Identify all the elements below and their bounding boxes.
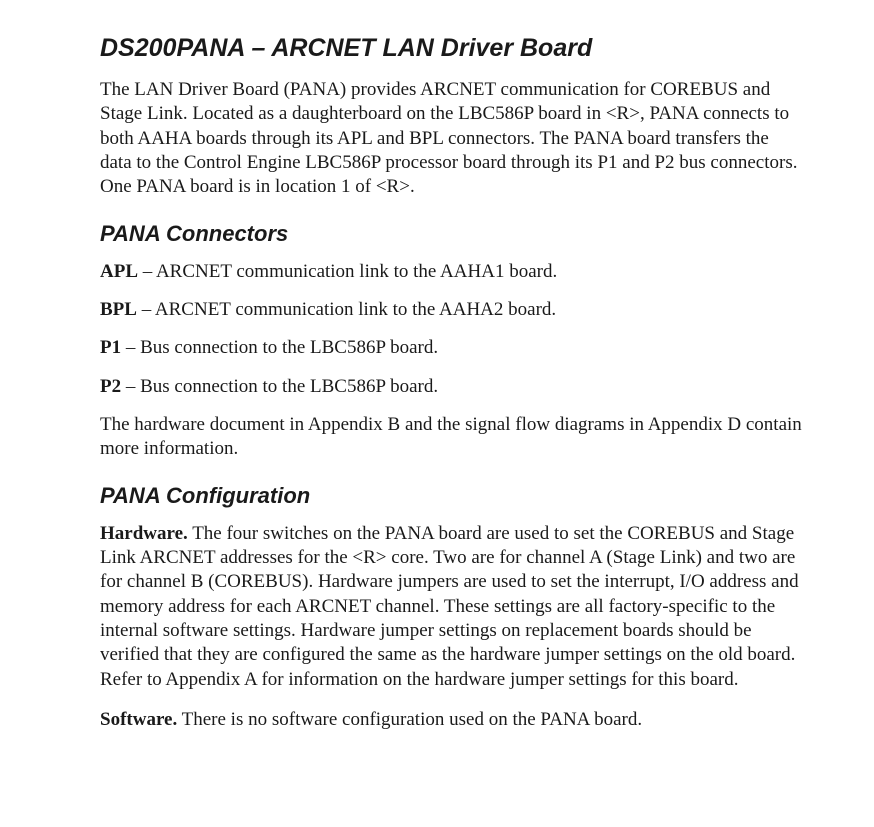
connector-label: BPL	[100, 299, 137, 320]
software-body: There is no software configuration used …	[177, 709, 642, 730]
software-paragraph: Software. There is no software configura…	[100, 708, 804, 732]
connector-desc: ARCNET communication link to the AAHA1 b…	[156, 261, 557, 282]
connector-bpl: BPL – ARCNET communication link to the A…	[100, 298, 804, 322]
connector-sep: –	[138, 261, 156, 282]
connector-apl: APL – ARCNET communication link to the A…	[100, 260, 804, 284]
document-page: DS200PANA – ARCNET LAN Driver Board The …	[0, 0, 874, 788]
connectors-heading: PANA Connectors	[100, 220, 804, 248]
connector-desc: ARCNET communication link to the AAHA2 b…	[155, 299, 556, 320]
connector-p1: P1 – Bus connection to the LBC586P board…	[100, 336, 804, 360]
connector-desc: Bus connection to the LBC586P board.	[140, 376, 438, 397]
connector-sep: –	[121, 337, 140, 358]
hardware-paragraph: Hardware. The four switches on the PANA …	[100, 522, 804, 692]
connector-sep: –	[137, 299, 155, 320]
hardware-body: The four switches on the PANA board are …	[100, 523, 799, 690]
connector-sep: –	[121, 376, 140, 397]
connector-label: P1	[100, 337, 121, 358]
page-title: DS200PANA – ARCNET LAN Driver Board	[100, 32, 804, 64]
hardware-label: Hardware.	[100, 523, 188, 544]
intro-paragraph: The LAN Driver Board (PANA) provides ARC…	[100, 78, 804, 200]
connectors-footer: The hardware document in Appendix B and …	[100, 413, 804, 462]
connector-p2: P2 – Bus connection to the LBC586P board…	[100, 375, 804, 399]
config-heading: PANA Configuration	[100, 482, 804, 510]
connector-label: APL	[100, 261, 138, 282]
connector-label: P2	[100, 376, 121, 397]
connector-desc: Bus connection to the LBC586P board.	[140, 337, 438, 358]
software-label: Software.	[100, 709, 177, 730]
